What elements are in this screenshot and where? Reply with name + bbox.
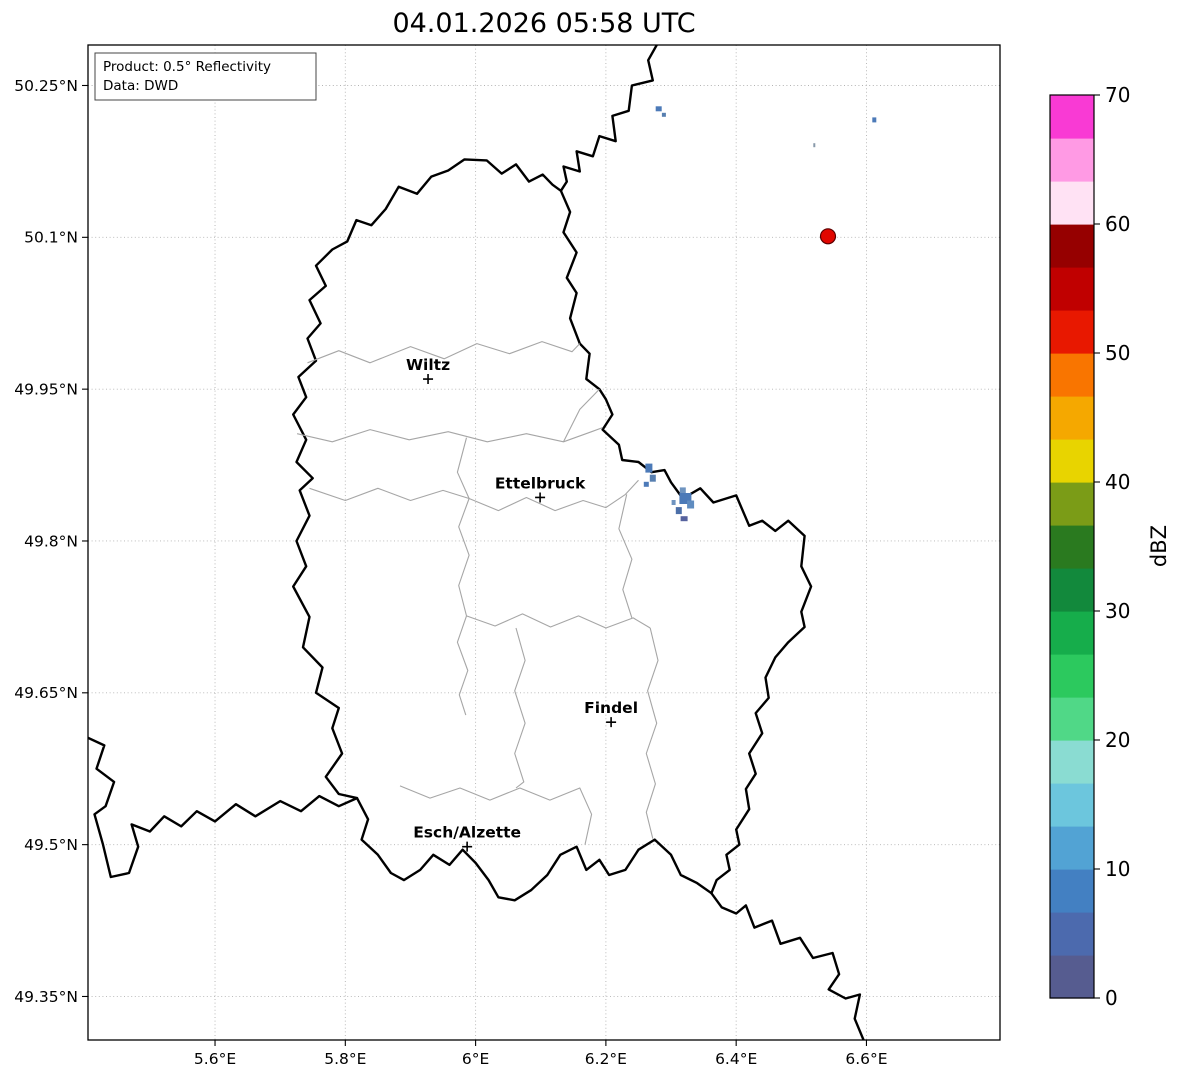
y-tick-label: 49.8°N xyxy=(24,532,78,550)
colorbar-frame xyxy=(1049,94,1095,999)
figure-title: 04.01.2026 05:58 UTC xyxy=(392,8,695,39)
y-tick-label: 49.5°N xyxy=(24,836,78,854)
y-tick-label: 49.65°N xyxy=(14,684,78,702)
district-border xyxy=(309,487,470,502)
city-marker-layer: Wiltz Ettelbruck Findel Esch/Alzette xyxy=(405,355,639,852)
colorbar-tick-label: 70 xyxy=(1105,83,1130,107)
colorbar-segment xyxy=(1050,353,1094,397)
radar-echo-cell xyxy=(649,474,656,482)
colorbar-segment xyxy=(1050,396,1094,440)
luxembourg-border xyxy=(292,158,813,902)
radar-echo-cell xyxy=(661,112,666,117)
radar-echo-cell xyxy=(643,481,649,487)
colorbar: 0 10 20 30 40 50 60 70 xyxy=(1049,83,1130,1010)
x-tick-label: 6.2°E xyxy=(585,1050,627,1068)
colorbar-segment xyxy=(1050,95,1094,139)
city-label: Wiltz xyxy=(406,356,450,374)
city-label: Ettelbruck xyxy=(495,474,586,492)
colorbar-tick-label: 20 xyxy=(1105,728,1130,752)
plot-frame xyxy=(87,44,1001,1041)
district-border xyxy=(399,785,593,845)
x-tick-label: 5.6°E xyxy=(194,1050,236,1068)
radar-echo-cell xyxy=(687,500,695,509)
colorbar-tick-label: 50 xyxy=(1105,341,1130,365)
info-box-source: Data: DWD xyxy=(103,78,178,94)
radar-echo-cell xyxy=(675,507,682,515)
city-plus-marker xyxy=(462,841,473,852)
colorbar-segment xyxy=(1050,525,1094,569)
district-border-layer xyxy=(296,341,659,845)
district-border xyxy=(645,627,659,839)
city-label: Findel xyxy=(584,699,638,717)
radar-echo-layer xyxy=(643,106,877,522)
colorbar-segment xyxy=(1050,138,1094,182)
colorbar-tick-label: 60 xyxy=(1105,212,1130,236)
colorbar-segment xyxy=(1050,482,1094,526)
radar-site-marker xyxy=(819,228,837,245)
radar-echo-cell xyxy=(645,463,653,473)
y-tick-label: 50.1°N xyxy=(24,229,78,247)
colorbar-segment xyxy=(1050,740,1094,784)
colorbar-label: dBZ xyxy=(1147,525,1171,567)
colorbar-segment xyxy=(1050,955,1094,999)
city-plus-marker xyxy=(423,374,434,385)
x-tick-label: 6.4°E xyxy=(715,1050,757,1068)
radar-echo-cell xyxy=(813,143,816,148)
colorbar-segment xyxy=(1050,267,1094,311)
x-tick-label: 6°E xyxy=(462,1050,489,1068)
colorbar-segment xyxy=(1050,826,1094,870)
colorbar-segment xyxy=(1050,783,1094,827)
colorbar-segment xyxy=(1050,439,1094,483)
radar-echo-cell xyxy=(655,106,662,112)
radar-echo-cell xyxy=(679,493,692,504)
country-border-layer xyxy=(88,45,865,1040)
colorbar-segment xyxy=(1050,224,1094,268)
info-box-product: Product: 0.5° Reflectivity xyxy=(103,59,271,75)
y-tick-label: 49.95°N xyxy=(14,381,78,399)
colorbar-segment xyxy=(1050,869,1094,913)
radar-echo-cell xyxy=(671,500,676,505)
france-germany-border xyxy=(710,892,865,1040)
colorbar-segment xyxy=(1050,568,1094,612)
radar-echo-cell xyxy=(680,516,688,522)
info-box: Product: 0.5° Reflectivity Data: DWD xyxy=(94,52,317,101)
radar-echo-cell xyxy=(679,487,686,494)
city-plus-marker xyxy=(535,492,546,503)
colorbar-tick-label: 30 xyxy=(1105,599,1130,623)
colorbar-segment xyxy=(1050,697,1094,741)
colorbar-segment xyxy=(1050,611,1094,655)
colorbar-tick-label: 40 xyxy=(1105,470,1130,494)
x-tick-label: 5.8°E xyxy=(324,1050,366,1068)
city-label: Esch/Alzette xyxy=(413,824,521,842)
info-box-frame xyxy=(94,52,317,101)
x-axis: 5.6°E 5.8°E 6°E 6.2°E 6.4°E 6.6°E xyxy=(194,1040,888,1068)
district-border xyxy=(466,613,651,629)
colorbar-tick-label: 0 xyxy=(1105,986,1118,1010)
colorbar-segment xyxy=(1050,181,1094,225)
city-plus-marker xyxy=(606,717,617,728)
district-border xyxy=(514,627,526,789)
belgium-germany-border xyxy=(559,45,659,192)
radar-echo-cell xyxy=(872,117,877,123)
district-border xyxy=(456,437,470,716)
colorbar-segment xyxy=(1050,310,1094,354)
y-tick-label: 50.25°N xyxy=(14,77,78,95)
x-tick-label: 6.6°E xyxy=(845,1050,887,1068)
y-axis: 50.25°N 50.1°N 49.95°N 49.8°N 49.65°N 49.5°N 4… xyxy=(14,77,88,1006)
y-tick-label: 49.35°N xyxy=(14,988,78,1006)
france-belgium-border xyxy=(88,736,359,879)
district-border xyxy=(307,341,581,364)
district-border xyxy=(296,427,603,443)
colorbar-segment xyxy=(1050,912,1094,956)
district-border xyxy=(563,388,600,443)
colorbar-tick-label: 10 xyxy=(1105,857,1130,881)
colorbar-segment xyxy=(1050,654,1094,698)
district-border xyxy=(468,479,639,512)
district-border xyxy=(618,494,633,619)
